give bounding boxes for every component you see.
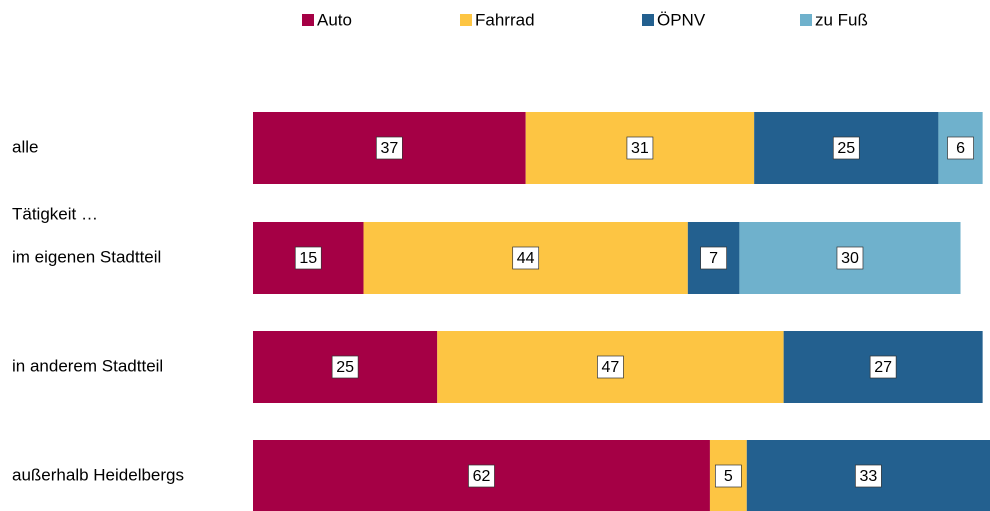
value-label: 37 <box>380 140 398 157</box>
value-label-box <box>294 246 322 270</box>
value-label: 30 <box>841 250 859 267</box>
value-label: 6 <box>956 140 965 157</box>
value-label-box <box>468 464 495 488</box>
legend-label: zu Fuß <box>815 10 868 29</box>
value-label: 7 <box>709 250 718 267</box>
value-label-box <box>700 246 727 270</box>
value-label: 62 <box>473 468 491 485</box>
category-label: in anderem Stadtteil <box>12 356 163 375</box>
category-label: alle <box>12 137 38 156</box>
value-label-box <box>855 464 882 488</box>
category-label: außerhalb Heidelbergs <box>12 465 184 484</box>
value-label-box <box>832 136 860 160</box>
value-label-box <box>331 355 359 379</box>
value-label: 47 <box>602 359 620 376</box>
value-label-box <box>715 464 742 488</box>
value-label: 25 <box>837 140 855 157</box>
value-label: 5 <box>724 468 733 485</box>
value-label-box <box>626 136 654 160</box>
legend-label: ÖPNV <box>657 10 706 29</box>
legend-swatch <box>302 14 314 26</box>
value-label-box <box>836 246 864 270</box>
value-label: 31 <box>631 140 649 157</box>
value-label-box <box>512 246 540 270</box>
value-label: 27 <box>874 359 892 376</box>
category-label: im eigenen Stadtteil <box>12 247 161 266</box>
value-label: 15 <box>299 250 317 267</box>
value-label-box <box>597 355 624 379</box>
legend-label: Fahrrad <box>475 10 535 29</box>
annotation: Tätigkeit … <box>12 204 98 223</box>
value-label-box <box>375 136 403 160</box>
legend-swatch <box>460 14 472 26</box>
value-label: 33 <box>859 468 877 485</box>
legend-swatch <box>642 14 654 26</box>
value-label-box <box>947 136 974 160</box>
value-label: 25 <box>336 359 354 376</box>
legend-label: Auto <box>317 10 352 29</box>
value-label: 44 <box>517 250 535 267</box>
value-label-box <box>869 355 897 379</box>
legend-swatch <box>800 14 812 26</box>
